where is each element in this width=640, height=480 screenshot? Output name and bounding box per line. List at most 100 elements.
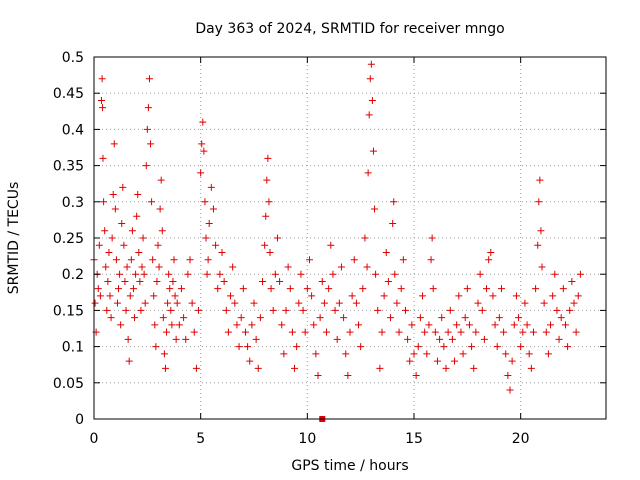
data-point — [350, 256, 358, 264]
data-point — [177, 285, 185, 293]
data-point — [438, 314, 446, 322]
data-point — [248, 321, 256, 329]
data-point — [134, 191, 142, 199]
data-point — [150, 292, 158, 300]
data-point — [414, 343, 422, 351]
data-point — [553, 306, 561, 314]
data-point — [139, 234, 147, 242]
data-point — [241, 328, 249, 336]
data-point — [267, 285, 275, 293]
data-point — [103, 306, 111, 314]
data-point — [367, 60, 375, 68]
data-point — [421, 328, 429, 336]
data-point — [133, 212, 141, 220]
data-point — [506, 386, 514, 394]
data-point — [126, 292, 134, 300]
data-point — [273, 234, 281, 242]
data-point — [218, 248, 226, 256]
data-point — [266, 248, 274, 256]
data-point — [448, 335, 456, 343]
data-point — [470, 364, 478, 372]
data-point — [416, 314, 424, 322]
data-point — [91, 299, 99, 307]
data-point — [271, 270, 279, 278]
data-point — [301, 328, 309, 336]
data-point — [246, 357, 254, 365]
data-point — [199, 118, 207, 126]
data-point — [487, 248, 495, 256]
data-point — [512, 292, 520, 300]
data-point — [428, 234, 436, 242]
data-point — [532, 285, 540, 293]
data-point — [495, 314, 503, 322]
data-point — [551, 270, 559, 278]
data-point — [147, 140, 155, 148]
data-point — [182, 335, 190, 343]
data-point — [157, 176, 165, 184]
data-point — [98, 75, 106, 83]
data-point — [113, 299, 121, 307]
data-point — [371, 205, 379, 213]
data-point — [99, 154, 107, 162]
data-point — [295, 299, 303, 307]
data-marks — [90, 60, 584, 422]
data-point — [180, 314, 188, 322]
data-point — [108, 234, 116, 242]
data-point — [355, 321, 363, 329]
data-point — [320, 299, 328, 307]
data-point — [100, 198, 108, 206]
data-point — [168, 321, 176, 329]
data-point — [239, 285, 247, 293]
y-tick-label: 0.05 — [53, 376, 84, 392]
data-point — [252, 335, 260, 343]
data-point — [540, 299, 548, 307]
data-point — [115, 285, 123, 293]
data-point — [195, 306, 203, 314]
data-point — [557, 314, 565, 322]
data-point — [544, 350, 552, 358]
data-point — [318, 277, 326, 285]
data-point — [167, 306, 175, 314]
data-point — [110, 140, 118, 148]
data-point — [390, 198, 398, 206]
data-point — [574, 292, 582, 300]
data-point — [288, 328, 296, 336]
data-point — [399, 256, 407, 264]
data-point — [220, 277, 228, 285]
data-point — [329, 270, 337, 278]
data-point — [446, 306, 454, 314]
data-point — [344, 372, 352, 380]
data-point — [204, 256, 212, 264]
x-tick-label: 10 — [298, 431, 316, 447]
data-point — [128, 227, 136, 235]
data-point — [233, 321, 241, 329]
data-point — [149, 256, 157, 264]
data-point — [384, 277, 392, 285]
data-point — [502, 350, 510, 358]
data-point — [401, 306, 409, 314]
data-point — [316, 314, 324, 322]
data-point — [529, 328, 537, 336]
data-point — [286, 285, 294, 293]
data-point — [570, 299, 578, 307]
y-tick-label: 0.15 — [53, 303, 84, 319]
data-point — [186, 256, 194, 264]
data-point — [207, 183, 215, 191]
data-point — [170, 256, 178, 264]
data-point — [102, 263, 110, 271]
data-point — [325, 285, 333, 293]
data-point — [166, 285, 174, 293]
data-point — [483, 285, 491, 293]
data-point — [109, 191, 117, 199]
data-point — [404, 335, 412, 343]
data-point — [380, 292, 388, 300]
data-point — [291, 364, 299, 372]
data-point — [276, 277, 284, 285]
data-point — [145, 75, 153, 83]
data-point — [112, 256, 120, 264]
chart-title: Day 363 of 2024, SRMTID for receiver mng… — [195, 21, 504, 37]
data-point — [559, 285, 567, 293]
data-point — [517, 343, 525, 351]
data-point — [175, 321, 183, 329]
